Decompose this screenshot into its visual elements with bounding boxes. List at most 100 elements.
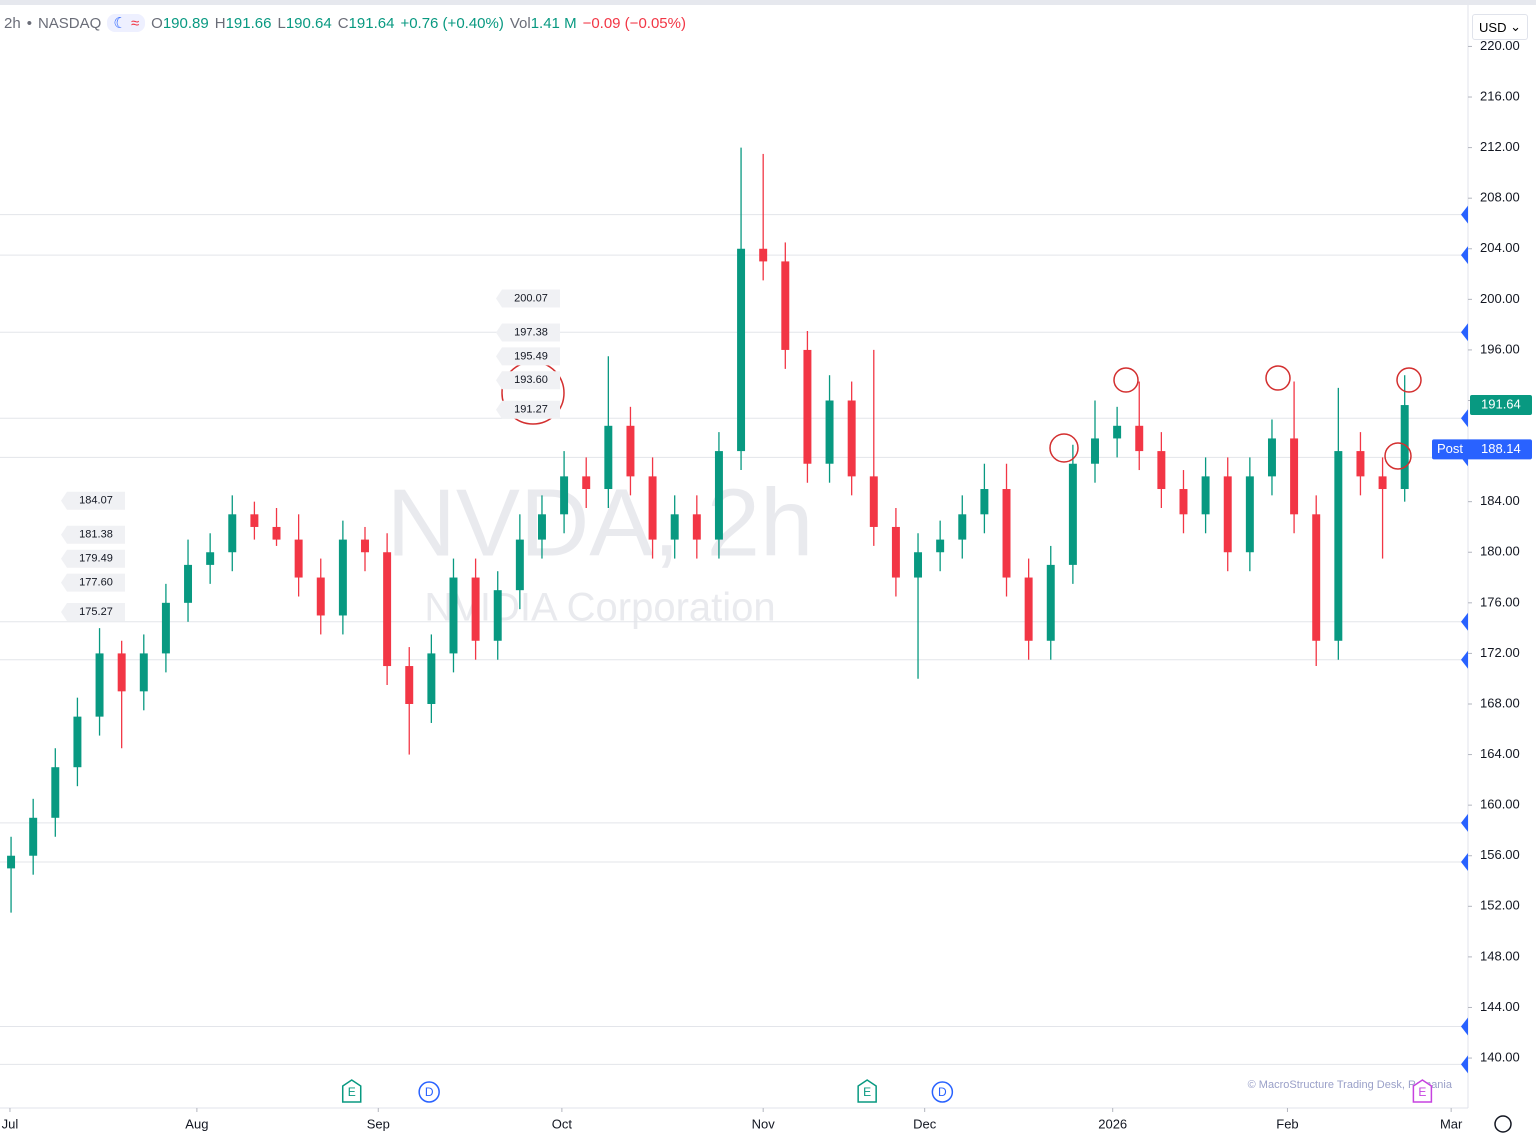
event-label: E — [863, 1085, 871, 1099]
candle-body — [405, 666, 414, 704]
price-label-box — [61, 603, 125, 622]
level-marker — [1461, 853, 1468, 872]
candle-body — [825, 400, 834, 464]
candle-body — [1223, 476, 1232, 553]
candle-body — [737, 248, 746, 452]
y-tick-label: 144.00 — [1480, 999, 1520, 1014]
legend: 2h • NASDAQ ☾ ≈ O190.89 H191.66 L190.64 C… — [4, 14, 686, 32]
y-tick-label: 148.00 — [1480, 948, 1520, 963]
candle-body — [1245, 476, 1254, 553]
y-tick-label: 160.00 — [1480, 797, 1520, 812]
vol-label: Vol — [509, 14, 531, 32]
candle-body — [1046, 564, 1055, 641]
currency-select[interactable]: USD ⌄ — [1472, 14, 1528, 40]
price-label-box — [496, 347, 560, 366]
credit: © MacroStructure Trading Desk, Romania — [1248, 1079, 1453, 1091]
event-label: E — [1418, 1085, 1426, 1099]
annotation-circle — [1265, 365, 1291, 391]
price-label-box — [61, 525, 125, 544]
candle-body — [361, 539, 369, 553]
candle-body — [759, 248, 768, 262]
candle-body — [449, 577, 458, 654]
candle-body — [648, 476, 657, 540]
event-label: D — [938, 1085, 947, 1099]
change: +0.76 (+0.40%) — [400, 14, 504, 32]
candle-body — [139, 653, 148, 692]
price-label: 181.38 — [79, 529, 113, 541]
post-price-name: Post — [1437, 441, 1463, 456]
event-marker — [418, 1081, 440, 1103]
y-tick-label: 180.00 — [1480, 544, 1520, 559]
price-label-box — [496, 400, 560, 419]
price-label: 200.07 — [514, 292, 548, 304]
x-tick-label: Aug — [185, 1116, 208, 1131]
candle-body — [95, 653, 104, 717]
candle-body — [515, 539, 524, 591]
candle-body — [537, 514, 546, 540]
x-tick-label: Jul — [2, 1116, 19, 1131]
candle-body — [1400, 405, 1409, 490]
y-tick-label: 208.00 — [1480, 190, 1520, 205]
candle-body — [980, 489, 989, 515]
candle-body — [184, 564, 193, 603]
y-tick-label: 220.00 — [1480, 38, 1520, 53]
settings-icon[interactable] — [1494, 1115, 1512, 1133]
low: 190.64 — [285, 14, 332, 32]
candle-body — [51, 767, 60, 818]
x-tick-label: Dec — [913, 1116, 937, 1131]
h-label: H — [214, 14, 226, 32]
candle-body — [117, 653, 126, 692]
price-label: 197.38 — [514, 326, 548, 338]
c-label: C — [337, 14, 349, 32]
y-tick-label: 212.00 — [1480, 139, 1520, 154]
candle-body — [869, 476, 878, 527]
candle-body — [958, 514, 967, 540]
post-price-box — [1432, 439, 1532, 460]
price-label: 177.60 — [79, 577, 113, 589]
x-tick-label: 2026 — [1098, 1116, 1127, 1131]
event-marker — [1412, 1079, 1433, 1103]
price-label-box — [61, 549, 125, 568]
level-marker — [1461, 650, 1468, 669]
candle-body — [161, 602, 170, 654]
event-label: D — [425, 1085, 434, 1099]
interval: 2h — [4, 14, 21, 32]
annotation-circle — [1384, 442, 1412, 470]
currency: USD — [1479, 19, 1507, 35]
candle-body — [626, 425, 635, 477]
price-label-box — [61, 573, 125, 592]
price-label: 179.49 — [79, 553, 113, 565]
candle-body — [670, 514, 679, 540]
top-bar — [0, 0, 1536, 5]
session-toggle[interactable]: ☾ ≈ — [107, 14, 146, 32]
candle-body — [692, 514, 701, 540]
candle-body — [294, 539, 303, 578]
y-tick-label: 172.00 — [1480, 645, 1520, 660]
level-marker — [1461, 1055, 1468, 1074]
candle-body — [1179, 489, 1188, 515]
y-tick-label: 176.00 — [1480, 594, 1520, 609]
level-marker — [1461, 246, 1468, 265]
y-tick-label: 216.00 — [1480, 88, 1520, 103]
y-tick-label: 152.00 — [1480, 898, 1520, 913]
price-label: 184.07 — [79, 495, 113, 507]
level-marker — [1461, 409, 1468, 428]
post-price-label: 188.14 — [1481, 441, 1521, 456]
price-label: 195.49 — [514, 350, 548, 362]
close: 191.64 — [348, 14, 395, 32]
candle-body — [73, 716, 82, 768]
y-tick-label: 164.00 — [1480, 746, 1520, 761]
high: 191.66 — [225, 14, 272, 32]
candle-body — [1290, 438, 1299, 515]
price-label: 191.27 — [514, 404, 548, 416]
candle-body — [228, 514, 237, 553]
candle-body — [914, 552, 923, 578]
annotation-circle — [1049, 433, 1079, 463]
last-price-label: 191.64 — [1481, 396, 1521, 411]
candle-body — [1356, 451, 1365, 477]
candle-body — [471, 577, 480, 641]
x-tick-label: Mar — [1440, 1116, 1463, 1131]
annotation-circle — [1396, 367, 1422, 393]
y-tick-label: 200.00 — [1480, 291, 1520, 306]
